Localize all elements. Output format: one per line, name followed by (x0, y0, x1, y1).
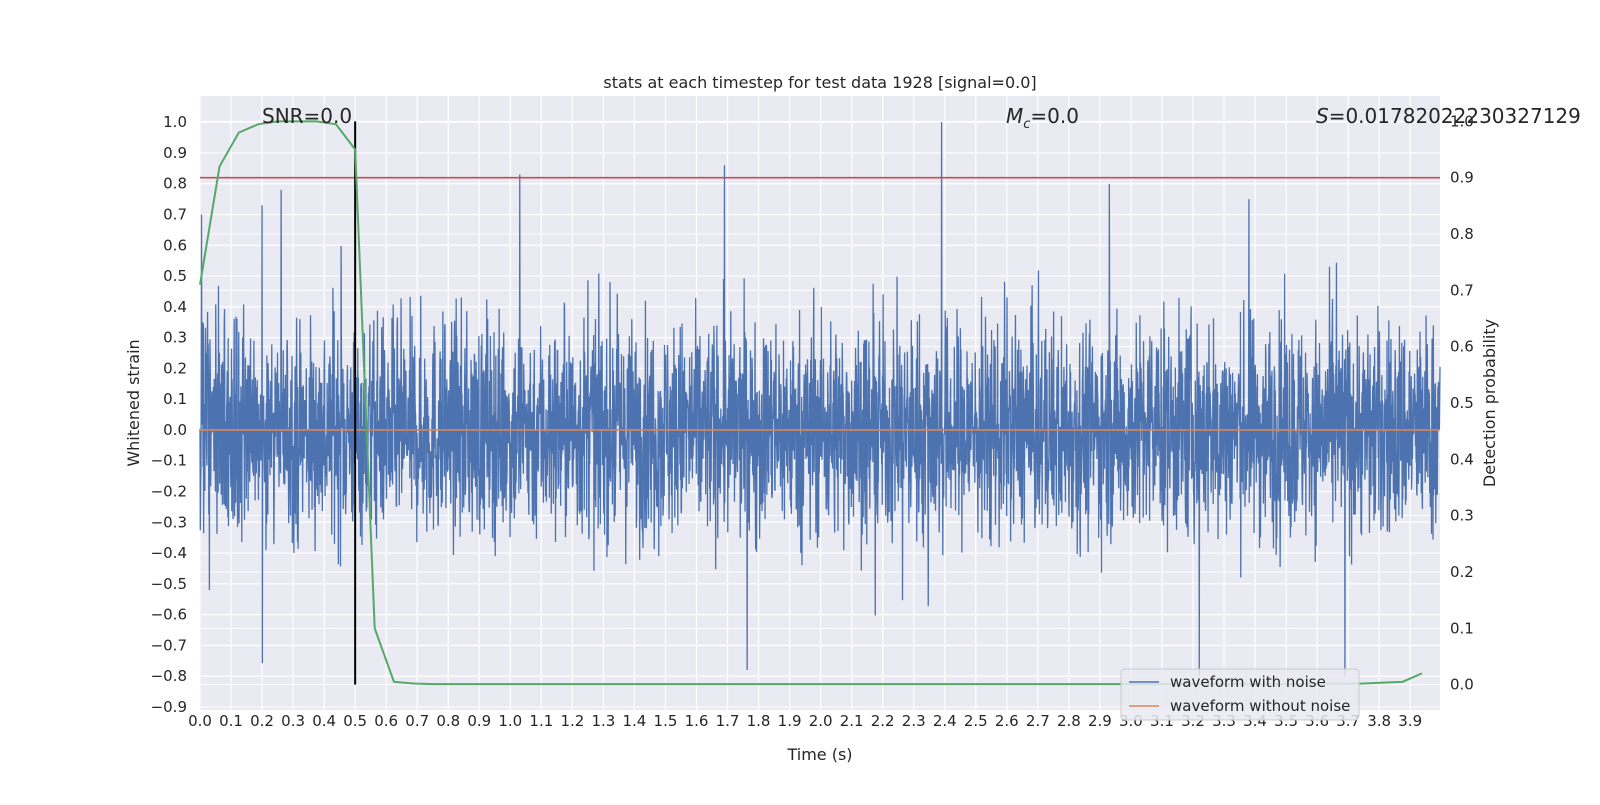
y-right-axis-label: Detection probability (1480, 319, 1499, 487)
x-tick-label: 0.4 (312, 712, 336, 730)
x-tick-label: 1.9 (778, 712, 802, 730)
y-tick-label: 0.3 (163, 329, 187, 347)
x-tick-label: 1.8 (747, 712, 771, 730)
x-tick-label: 0.1 (219, 712, 243, 730)
y-right-tick-label: 0.3 (1450, 507, 1474, 525)
x-tick-label: 1.6 (685, 712, 709, 730)
x-tick-label: 0.9 (467, 712, 491, 730)
s-symbol: S (1316, 104, 1329, 128)
x-tick-label: 0.6 (374, 712, 398, 730)
y-tick-label: 0.2 (163, 359, 187, 377)
y-tick-label: 0.5 (163, 267, 187, 285)
y-axis-label: Whitened strain (124, 339, 143, 466)
x-tick-label: 2.7 (1026, 712, 1050, 730)
y-tick-label: 1.0 (163, 113, 187, 131)
x-tick-label: 2.1 (840, 712, 864, 730)
waveform-with-noise-path (199, 122, 1441, 677)
x-tick-label: 2.5 (964, 712, 988, 730)
y-tick-label: 0.1 (163, 390, 187, 408)
x-tick-label: 3.8 (1367, 712, 1391, 730)
waveform-with-noise-line (199, 122, 1441, 677)
x-tick-label: 2.8 (1057, 712, 1081, 730)
x-tick-label: 2.0 (809, 712, 833, 730)
y-tick-label: −0.7 (151, 636, 187, 654)
mc-value: =0.0 (1030, 104, 1079, 128)
x-tick-label: 2.2 (871, 712, 895, 730)
y-tick-label: 0.8 (163, 175, 187, 193)
x-tick-label: 1.1 (529, 712, 553, 730)
mc-annotation: Mc=0.0 (1006, 104, 1079, 132)
y-tick-label: 0.9 (163, 144, 187, 162)
mc-subscript: c (1023, 117, 1030, 132)
x-tick-label: 0.8 (436, 712, 460, 730)
x-tick-label: 1.0 (498, 712, 522, 730)
y-right-tick-label: 0.1 (1450, 619, 1474, 637)
legend-box (1120, 668, 1360, 721)
y-tick-label: −0.8 (151, 667, 187, 685)
x-tick-label: 2.6 (995, 712, 1019, 730)
legend: waveform with noise waveform without noi… (1120, 668, 1360, 721)
y-right-tick-label: 0.9 (1450, 169, 1474, 187)
y-tick-label: −0.1 (151, 452, 187, 470)
y-tick-label: −0.5 (151, 575, 187, 593)
y-right-tick-label: 0.6 (1450, 338, 1474, 356)
mc-symbol: M (1006, 104, 1023, 128)
x-tick-label: 0.7 (405, 712, 429, 730)
legend-label-noise: waveform with noise (1170, 673, 1326, 691)
chart-title: stats at each timestep for test data 192… (603, 73, 1036, 92)
x-tick-label: 2.3 (902, 712, 926, 730)
x-tick-label: 0.3 (281, 712, 305, 730)
y-right-tick-label: 0.0 (1450, 676, 1474, 694)
y-right-tick-label: 0.2 (1450, 563, 1474, 581)
x-tick-label: 1.7 (716, 712, 740, 730)
y-tick-label: 0.6 (163, 236, 187, 254)
y-tick-label: −0.2 (151, 482, 187, 500)
y-tick-label: 0.7 (163, 205, 187, 223)
y-tick-label: −0.3 (151, 513, 187, 531)
y-right-tick-label: 0.7 (1450, 281, 1474, 299)
x-tick-label: 1.4 (623, 712, 647, 730)
y-tick-label: −0.4 (151, 544, 187, 562)
x-tick-label: 1.3 (591, 712, 615, 730)
y-tick-label: −0.6 (151, 606, 187, 624)
x-tick-label: 3.9 (1398, 712, 1422, 730)
x-tick-label: 1.5 (654, 712, 678, 730)
y-tick-labels: −0.9 −0.8 −0.7 −0.6 −0.5 −0.4 −0.3 −0.2 −0.1 0.0 0… (151, 113, 187, 716)
y-tick-label: −0.9 (151, 698, 187, 716)
x-tick-label: 1.2 (560, 712, 584, 730)
y-right-tick-label: 0.8 (1450, 225, 1474, 243)
s-annotation: S=0.01782022230327129 (1316, 104, 1581, 128)
legend-label-clean: waveform without noise (1170, 697, 1350, 715)
y-right-tick-label: 0.4 (1450, 450, 1474, 468)
marker-lines (200, 121, 1440, 685)
y-tick-label: 0.4 (163, 298, 187, 316)
x-tick-label: 0.2 (250, 712, 274, 730)
y-tick-label: 0.0 (163, 421, 187, 439)
x-tick-label: 0.5 (343, 712, 367, 730)
x-axis-label: Time (s) (786, 745, 852, 764)
y-right-tick-label: 0.5 (1450, 394, 1474, 412)
x-tick-label: 2.4 (933, 712, 957, 730)
snr-annotation: SNR=0.0 (262, 104, 352, 128)
s-value: =0.01782022230327129 (1329, 104, 1581, 128)
y-right-tick-label: 1.0 (1450, 112, 1474, 130)
x-tick-label: 0.0 (188, 712, 212, 730)
x-tick-label: 2.9 (1088, 712, 1112, 730)
y-right-tick-labels: 0.0 0.1 0.2 0.3 0.4 0.5 0.6 0.7 0.8 0.9 1.0 (1450, 112, 1474, 693)
